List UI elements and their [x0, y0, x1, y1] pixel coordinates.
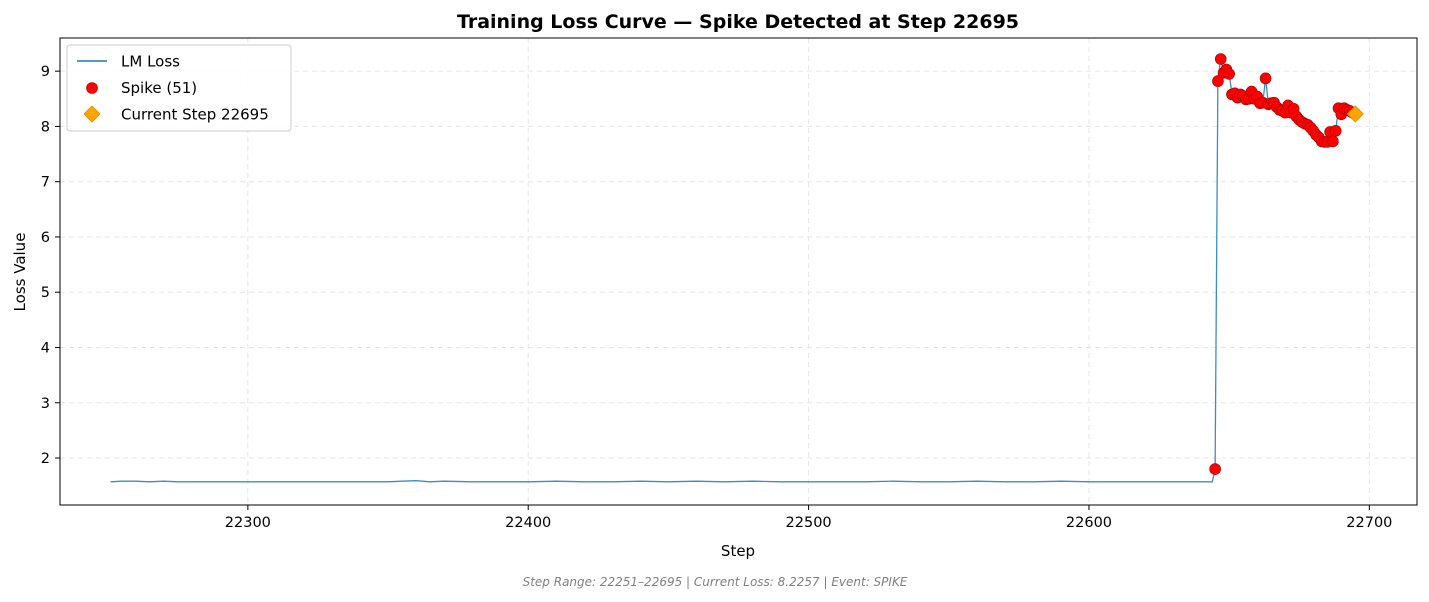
- y-tick-label: 2: [41, 451, 50, 467]
- x-axis-ticks: 22300 22400 22500 22600 22700: [225, 505, 1392, 531]
- spike-point: [1329, 125, 1342, 137]
- y-tick-label: 7: [41, 175, 50, 191]
- spike-point: [1259, 72, 1272, 85]
- x-tick-label: 22300: [225, 515, 271, 531]
- legend-label-spike: Spike (51): [121, 79, 197, 97]
- plot-frame: [59, 37, 1418, 506]
- y-tick-label: 9: [41, 64, 50, 80]
- y-tick-label: 8: [41, 119, 50, 135]
- y-tick-label: 6: [41, 230, 50, 246]
- spike-point: [1214, 53, 1227, 65]
- legend: LM Loss Spike (51) Current Step 22695: [66, 44, 292, 132]
- legend-label-lm-loss: LM Loss: [121, 53, 180, 71]
- spike-point: [1327, 135, 1339, 148]
- legend-spike-swatch: [86, 82, 98, 94]
- series-layer: [110, 53, 1364, 483]
- y-tick-label: 4: [41, 340, 50, 356]
- legend-label-current-step: Current Step 22695: [121, 106, 269, 124]
- spike-point: [1223, 68, 1235, 80]
- y-tick-label: 3: [41, 396, 50, 412]
- x-tick-label: 22500: [786, 515, 832, 531]
- lm-loss-line: [110, 58, 1356, 483]
- y-tick-label: 5: [41, 285, 50, 301]
- x-tick-label: 22700: [1346, 515, 1392, 531]
- y-axis-ticks: 2 3 4 5 6 7 8 9: [41, 64, 60, 467]
- chart-title: Training Loss Curve — Spike Detected at …: [457, 11, 1019, 33]
- legend-current-swatch: [83, 105, 101, 123]
- footer-note: Step Range: 22251–22695 | Current Loss: …: [523, 575, 908, 589]
- x-tick-label: 22600: [1066, 515, 1112, 531]
- grid-lines: [60, 38, 1417, 505]
- spike-point: [1209, 463, 1221, 475]
- x-axis-label: Step: [721, 542, 755, 560]
- legend-box: [66, 44, 292, 132]
- y-axis-label: Loss Value: [11, 233, 29, 312]
- current-step-marker: [1346, 105, 1364, 123]
- x-tick-label: 22400: [505, 515, 551, 531]
- spike-point: [1212, 75, 1224, 87]
